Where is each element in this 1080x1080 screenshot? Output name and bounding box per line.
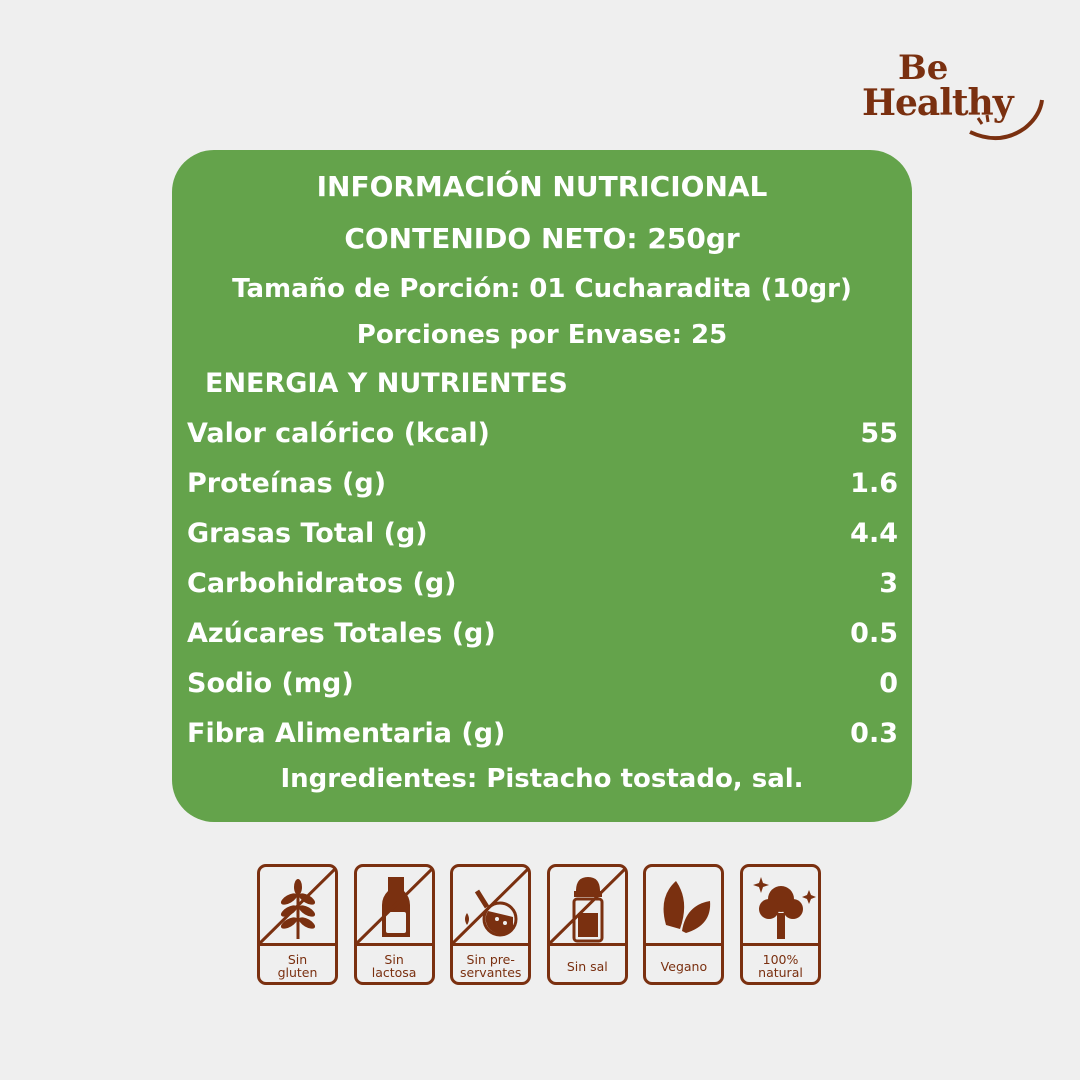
badge-label: Sin gluten <box>260 949 335 983</box>
badge-label-line-1: Sin <box>287 952 308 967</box>
leaves-icon <box>663 881 711 933</box>
nutrient-value: 55 <box>860 418 898 449</box>
badge-label-line-1: Vegano <box>660 958 708 974</box>
nutrient-value: 3 <box>879 568 898 599</box>
serving-size: Tamaño de Porción: 01 Cucharadita (10gr) <box>232 274 852 304</box>
nutrition-panel: INFORMACIÓN NUTRICIONAL CONTENIDO NETO: … <box>172 150 912 822</box>
nutrient-name: Proteínas (g) <box>187 468 387 499</box>
badge-label-line-2: gluten <box>277 965 318 980</box>
badge-label-line-1: Sin pre- <box>466 952 515 967</box>
nutrient-name: Azúcares Totales (g) <box>187 618 496 649</box>
divider <box>646 943 722 946</box>
brand-logo: Be Healthy <box>850 48 1050 148</box>
divider <box>743 943 818 946</box>
nutrient-value: 0.3 <box>850 718 898 749</box>
divider <box>356 943 432 946</box>
nutrient-value: 0.5 <box>850 618 898 649</box>
section-heading: ENERGIA Y NUTRIENTES <box>205 368 568 399</box>
nutrient-row: Carbohidratos (g) 3 <box>187 568 898 602</box>
badge-label: Sin sal <box>550 949 625 983</box>
panel-title: INFORMACIÓN NUTRICIONAL <box>316 170 768 203</box>
badge-label-line-1: Sin <box>384 952 404 967</box>
nutrient-name: Fibra Alimentaria (g) <box>187 718 506 749</box>
nutrient-row: Fibra Alimentaria (g) 0.3 <box>187 718 898 752</box>
badge-label: Vegano <box>646 949 721 983</box>
badge-chemical-flask: Sin pre-servantes <box>450 864 532 985</box>
badge-label-line-2: servantes <box>459 965 522 980</box>
nutrient-name: Valor calórico (kcal) <box>187 418 490 449</box>
wheat-icon <box>260 867 335 945</box>
nutrient-value: 1.6 <box>850 468 898 499</box>
nutrient-row: Azúcares Totales (g) 0.5 <box>187 618 898 652</box>
chemical-flask-icon <box>453 867 529 945</box>
nutrient-name: Carbohidratos (g) <box>187 568 457 599</box>
divider <box>260 943 335 946</box>
badge-wheat: Sin gluten <box>257 864 338 985</box>
salt-shaker-icon <box>549 867 625 945</box>
nutrient-row: Grasas Total (g) 4.4 <box>187 518 898 552</box>
servings-per-container: Porciones por Envase: 25 <box>356 320 728 350</box>
badge-label: Sin pre-servantes <box>453 949 528 983</box>
badge-tree: 100% natural <box>740 864 821 985</box>
badge-milk-bottle: Sin lactosa <box>353 864 435 985</box>
badge-label-line-2: natural <box>758 965 803 980</box>
milk-bottle-icon <box>356 867 432 945</box>
tree-icon <box>753 877 816 939</box>
divider <box>549 943 625 946</box>
nutrient-row: Sodio (mg) 0 <box>187 668 898 702</box>
badge-salt-shaker: Sin sal <box>546 864 628 985</box>
nutrient-name: Grasas Total (g) <box>187 518 428 549</box>
badge-label: Sin lactosa <box>357 949 432 983</box>
divider <box>453 943 529 946</box>
nutrient-value: 0 <box>879 668 898 699</box>
badge-leaves: Vegano <box>643 864 725 985</box>
net-content: CONTENIDO NETO: 250gr <box>344 222 740 255</box>
nutrient-row: Proteínas (g) 1.6 <box>187 468 898 502</box>
nutrient-value: 4.4 <box>850 518 898 549</box>
badge-label: 100% natural <box>743 949 818 983</box>
ingredients: Ingredientes: Pistacho tostado, sal. <box>280 764 804 794</box>
badge-label-line-1: Sin sal <box>566 958 608 974</box>
badge-label-line-1: 100% <box>762 952 799 967</box>
logo-swoosh-icon <box>969 99 1044 140</box>
nutrient-name: Sodio (mg) <box>187 668 354 699</box>
badge-label-line-2: lactosa <box>371 965 417 980</box>
nutrient-row: Valor calórico (kcal) 55 <box>187 418 898 452</box>
